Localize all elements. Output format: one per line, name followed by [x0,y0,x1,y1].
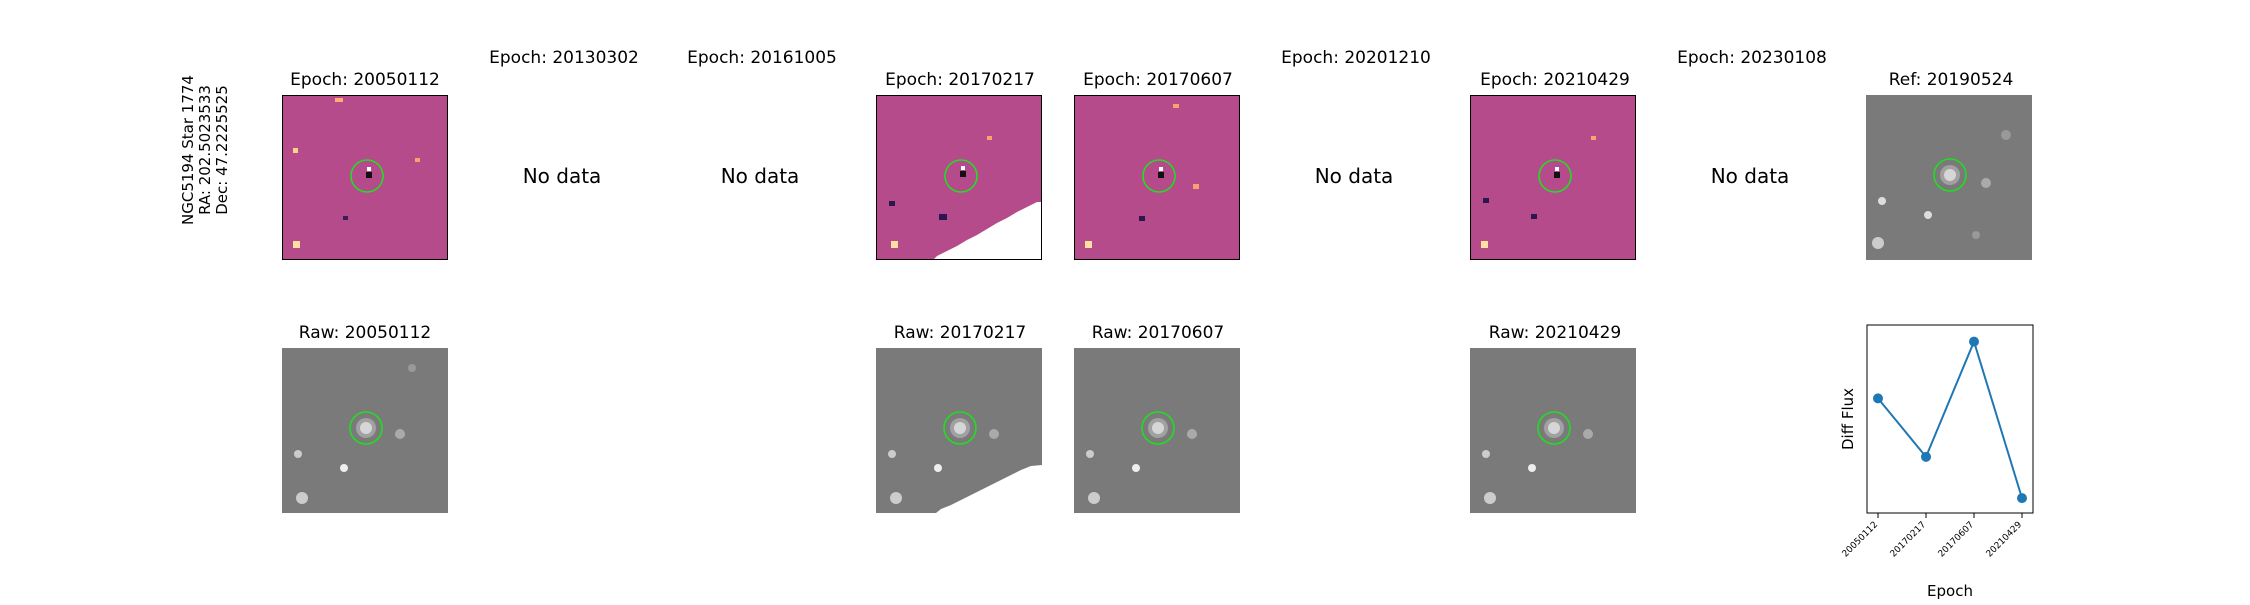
epoch-title-6: Epoch: 20201210 [1281,48,1431,68]
plot-frame [1866,324,2034,514]
ref-panel [1866,95,2032,260]
raw-panel-7 [1470,348,1636,513]
target-circle [944,159,978,193]
raw-image-1 [294,364,416,504]
diff-panel-4 [876,95,1042,260]
diff-image-7 [1481,136,1596,248]
ref-title: Ref: 20190524 [1888,70,2014,90]
target-circle [1933,158,1967,192]
target-circle [350,159,384,193]
raw-panel-5 [1074,348,1240,513]
epoch-title-7: Epoch: 20210429 [1480,70,1630,90]
epoch-title-1: Epoch: 20050112 [290,70,440,90]
diff-image-5 [1085,104,1199,248]
data-point [1969,336,1979,347]
target-circle [1141,411,1175,445]
diff-flux-chart: 20050112 20170217 20170607 20210429 Epoch D… [1840,324,2034,600]
target-circle [943,411,977,445]
diff-panel-1 [282,95,448,260]
star-info: NGC5194 Star 1774 RA: 202.5023533 Dec: 4… [179,40,231,260]
raw-image-7 [1482,411,1593,504]
raw-title-7: Raw: 20210429 [1488,323,1622,343]
x-tick-label: 20210429 [1985,520,2025,560]
target-circle [1537,411,1571,445]
diff-panel-5 [1074,95,1240,260]
raw-panel-4 [876,348,1042,513]
no-data-6: No data [1314,164,1394,188]
epoch-title-5: Epoch: 20170607 [1083,70,1233,90]
x-tick-label: 20050112 [1841,520,1880,559]
diff-panel-7 [1470,95,1636,260]
raw-image-5 [1086,411,1197,504]
x-axis-label: Epoch [1927,582,1973,600]
star-ra: RA: 202.5023533 [196,85,214,215]
x-tick-label: 20170217 [1889,520,1928,559]
raw-title-4: Raw: 20170217 [893,323,1027,343]
series-line [1877,338,2023,499]
raw-image-4 [888,411,1042,513]
star-name: NGC5194 Star 1774 [179,75,197,225]
diff-image-1 [293,98,420,248]
no-data-2: No data [522,164,602,188]
y-axis-label: Diff Flux [1840,388,1857,450]
star-dec: Dec: 47.2225525 [213,85,231,215]
epoch-title-3: Epoch: 20161005 [687,48,837,68]
raw-title-1: Raw: 20050112 [298,323,432,343]
target-circle [1538,159,1572,193]
no-data-8: No data [1710,164,1790,188]
diff-image-4 [889,136,1041,259]
x-tick-label: 20170607 [1937,520,1976,559]
data-point [1921,451,1931,462]
epoch-title-2: Epoch: 20130302 [489,48,639,68]
no-data-3: No data [720,164,800,188]
epoch-title-4: Epoch: 20170217 [885,70,1035,90]
epoch-title-8: Epoch: 20230108 [1677,48,1827,68]
target-circle [349,411,383,445]
raw-title-5: Raw: 20170607 [1091,323,1225,343]
data-point [1873,393,1883,404]
ref-image [1872,130,2011,249]
target-circle [1142,159,1176,193]
raw-panel-1 [282,348,448,513]
data-point [2017,493,2027,504]
